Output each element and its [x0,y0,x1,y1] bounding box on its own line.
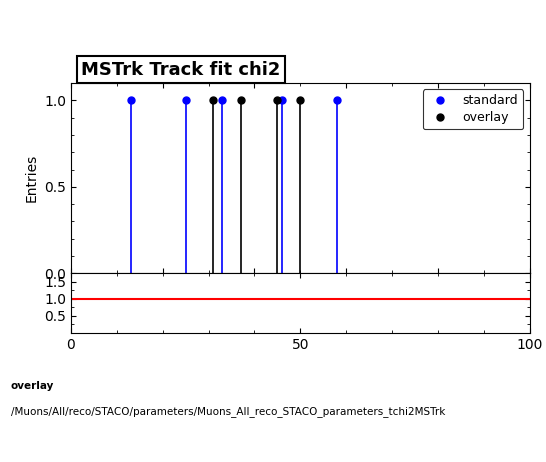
standard [334,97,340,103]
Line: overlay: overlay [210,97,304,104]
overlay [297,97,304,103]
Text: /Muons/All/reco/STACO/parameters/Muons_All_reco_STACO_parameters_tchi2MSTrk: /Muons/All/reco/STACO/parameters/Muons_A… [11,407,446,418]
standard [219,97,225,103]
Y-axis label: Entries: Entries [25,154,39,202]
overlay [210,97,216,103]
overlay [274,97,281,103]
standard [278,97,285,103]
Line: standard: standard [127,97,341,104]
Legend: standard, overlay: standard, overlay [423,90,524,129]
Text: MSTrk Track fit chi2: MSTrk Track fit chi2 [81,61,281,79]
standard [127,97,134,103]
standard [182,97,189,103]
Text: overlay: overlay [11,381,54,391]
overlay [238,97,244,103]
